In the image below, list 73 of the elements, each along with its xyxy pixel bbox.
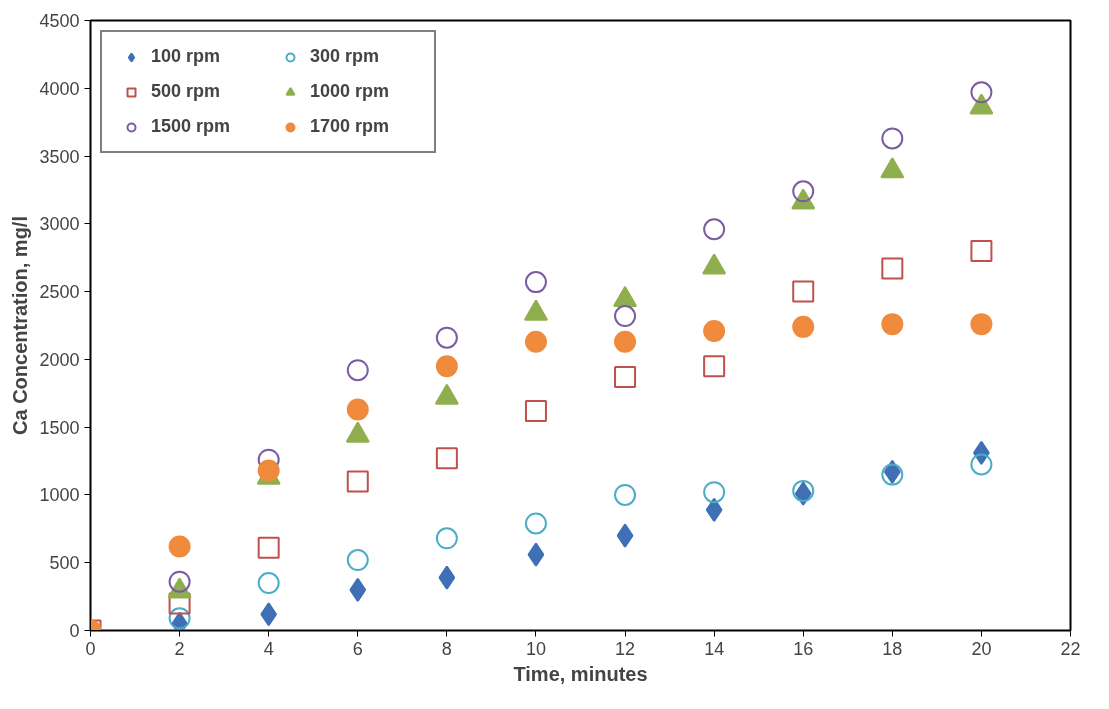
x-tick-label: 16 xyxy=(793,638,814,659)
x-axis-title: Time, minutes xyxy=(513,662,648,685)
point xyxy=(346,359,369,382)
x-tick-label: 8 xyxy=(441,638,452,659)
y-tick-label: 3500 xyxy=(39,146,80,167)
y-tick-label: 2500 xyxy=(39,282,80,303)
point xyxy=(168,592,191,615)
point xyxy=(435,326,458,349)
point xyxy=(792,180,815,203)
point xyxy=(705,497,723,522)
point xyxy=(881,463,904,486)
point xyxy=(970,81,993,104)
point xyxy=(703,319,726,342)
point xyxy=(970,313,993,336)
point xyxy=(703,355,726,378)
point xyxy=(614,330,637,353)
point xyxy=(792,280,815,303)
legend-label: 300 rpm xyxy=(310,46,381,67)
point xyxy=(970,453,993,476)
x-tick-label: 4 xyxy=(263,638,274,659)
point xyxy=(527,542,545,567)
x-tick-label: 10 xyxy=(525,638,546,659)
x-tick-label: 20 xyxy=(971,638,992,659)
point xyxy=(438,565,456,590)
x-tick-label: 12 xyxy=(615,638,636,659)
point xyxy=(168,570,191,593)
y-axis-title: Ca Concentration, mg/l xyxy=(9,216,32,435)
y-tick-label: 1500 xyxy=(39,417,80,438)
y-tick-label: 2000 xyxy=(39,349,80,370)
legend-label: 1500 rpm xyxy=(151,116,232,137)
point xyxy=(524,512,547,535)
x-tick-label: 0 xyxy=(85,638,96,659)
x-tick-label: 2 xyxy=(174,638,185,659)
legend-label: 500 rpm xyxy=(151,81,222,102)
point xyxy=(524,271,547,294)
point xyxy=(257,572,280,595)
y-tick-label: 1000 xyxy=(39,485,80,506)
point xyxy=(614,483,637,506)
point xyxy=(435,355,458,378)
point xyxy=(346,549,369,571)
x-tick-label: 18 xyxy=(882,638,903,659)
point xyxy=(881,257,904,280)
point xyxy=(346,398,369,421)
point xyxy=(703,218,726,241)
point xyxy=(346,470,369,493)
point xyxy=(703,481,726,504)
legend-label: 100 rpm xyxy=(151,46,222,67)
x-tick-label: 6 xyxy=(352,638,363,659)
point xyxy=(524,330,547,353)
legend-label: 1000 rpm xyxy=(310,81,391,102)
point xyxy=(168,535,191,558)
point xyxy=(883,459,901,484)
point xyxy=(881,127,904,150)
y-tick-label: 3000 xyxy=(39,214,80,235)
x-tick-label: 22 xyxy=(1060,638,1081,659)
y-tick-label: 0 xyxy=(69,621,80,641)
point xyxy=(260,602,278,627)
point xyxy=(970,239,993,262)
point xyxy=(524,399,547,422)
point xyxy=(881,313,904,336)
point xyxy=(614,366,637,389)
point xyxy=(349,577,367,602)
legend-label: 1700 rpm xyxy=(310,116,391,137)
y-tick-label: 4500 xyxy=(39,11,80,31)
point xyxy=(257,536,280,559)
x-tick-label: 14 xyxy=(704,638,725,659)
point xyxy=(435,527,458,550)
point xyxy=(614,305,637,327)
y-tick-label: 500 xyxy=(49,553,80,574)
y-tick-label: 4000 xyxy=(39,78,80,99)
point xyxy=(616,523,634,548)
point xyxy=(435,447,458,470)
point xyxy=(792,315,815,338)
